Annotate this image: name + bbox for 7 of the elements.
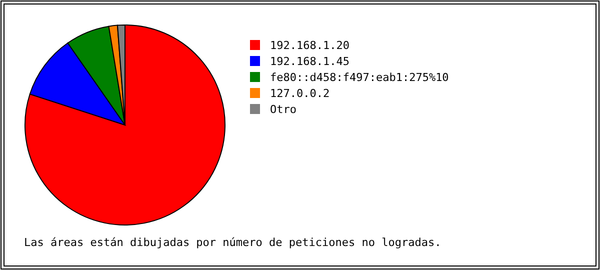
legend-label: 127.0.0.2 [270, 87, 330, 100]
pie-slice [24, 24, 226, 226]
legend-label: 192.168.1.45 [270, 55, 350, 68]
legend-label: Otro [270, 103, 296, 116]
text: Las áreas están dibujadas por número de peticiones no logradas. [24, 236, 442, 249]
legend-label: 192.168.1.20 [270, 39, 350, 52]
legend-label: fe80::d458:f497:eab1:275%10 [270, 71, 449, 84]
